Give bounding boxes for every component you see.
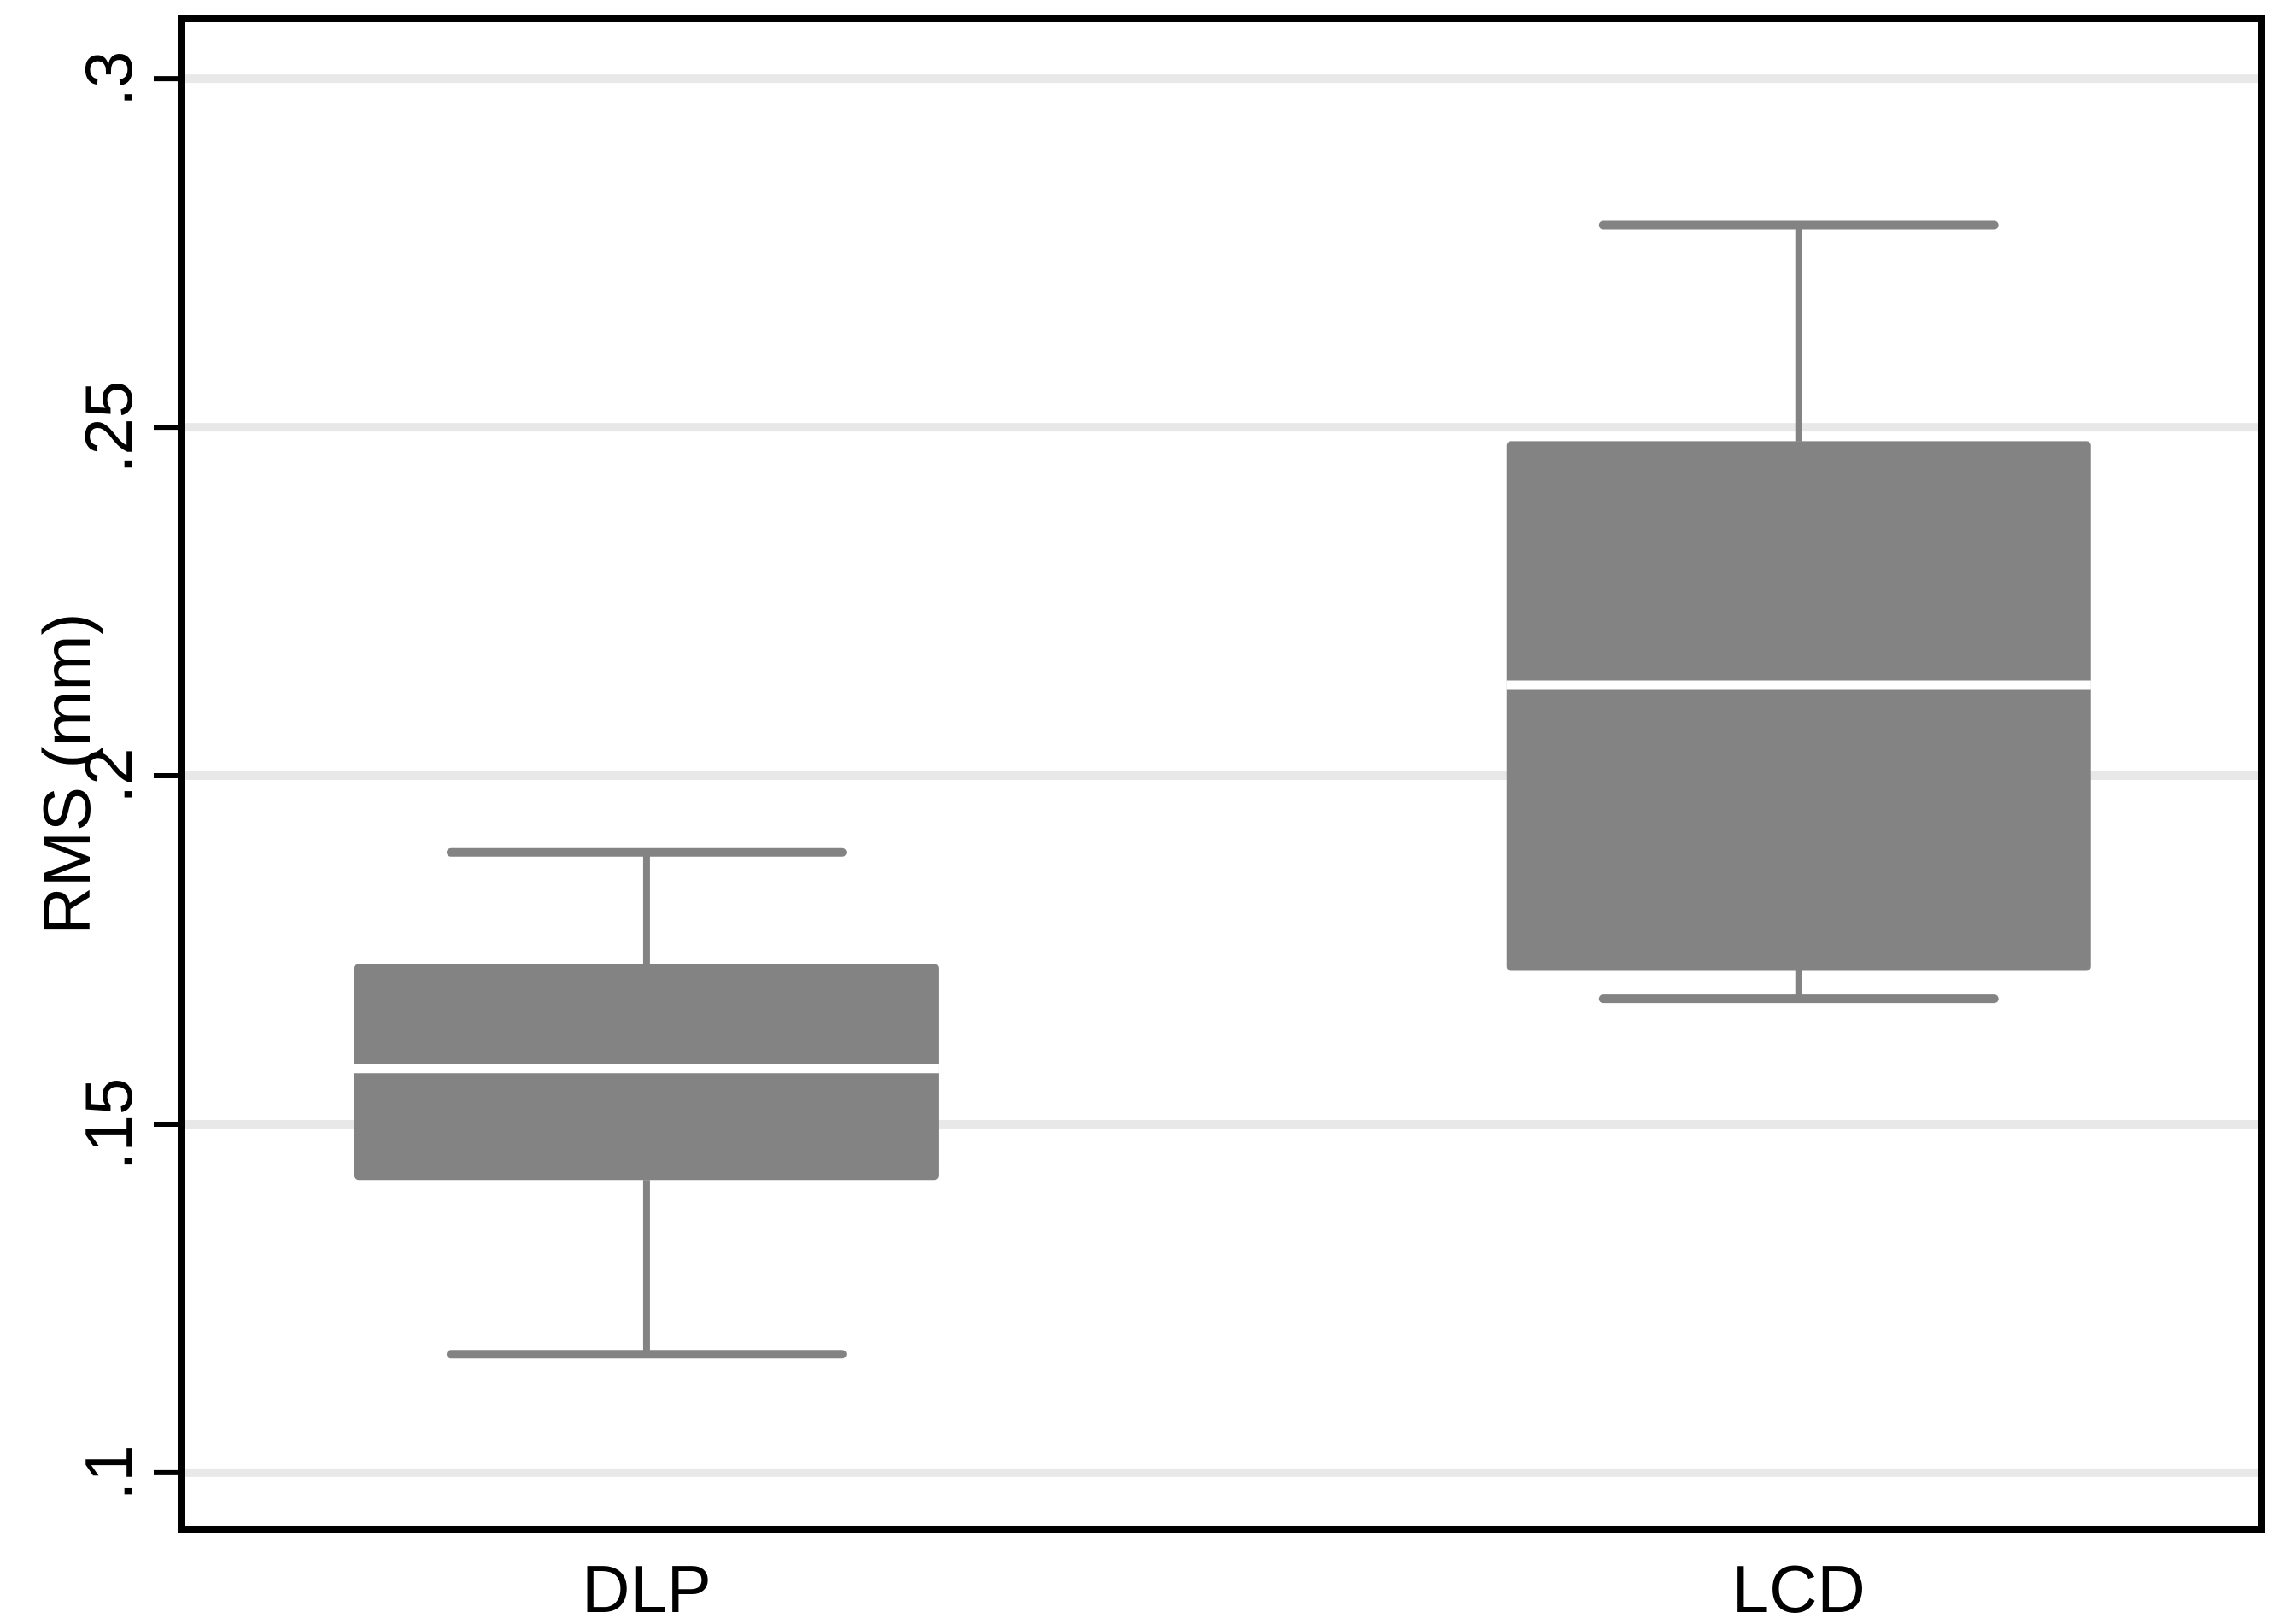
y-tick-label: .3 — [71, 51, 146, 107]
y-tick-label: .15 — [71, 1078, 146, 1170]
box-series — [354, 220, 2091, 1359]
x-category-label: LCD — [1732, 1551, 1866, 1624]
iqr-box — [1506, 441, 2091, 971]
y-tick-label: .25 — [71, 381, 146, 473]
x-category-label: DLP — [582, 1551, 712, 1624]
box-group-lcd — [1506, 220, 2091, 1004]
box-group-dlp — [354, 847, 939, 1359]
y-axis-ticks — [154, 76, 181, 1475]
x-category-labels: DLP LCD — [582, 1551, 1866, 1624]
plot-border — [178, 15, 2265, 1533]
y-axis-tick-labels: .1 .15 .2 .25 .3 — [71, 51, 146, 1501]
y-axis-title: RMS (mm) — [29, 613, 104, 935]
y-tick-label: .2 — [71, 748, 146, 804]
y-tick-label: .1 — [71, 1445, 146, 1500]
